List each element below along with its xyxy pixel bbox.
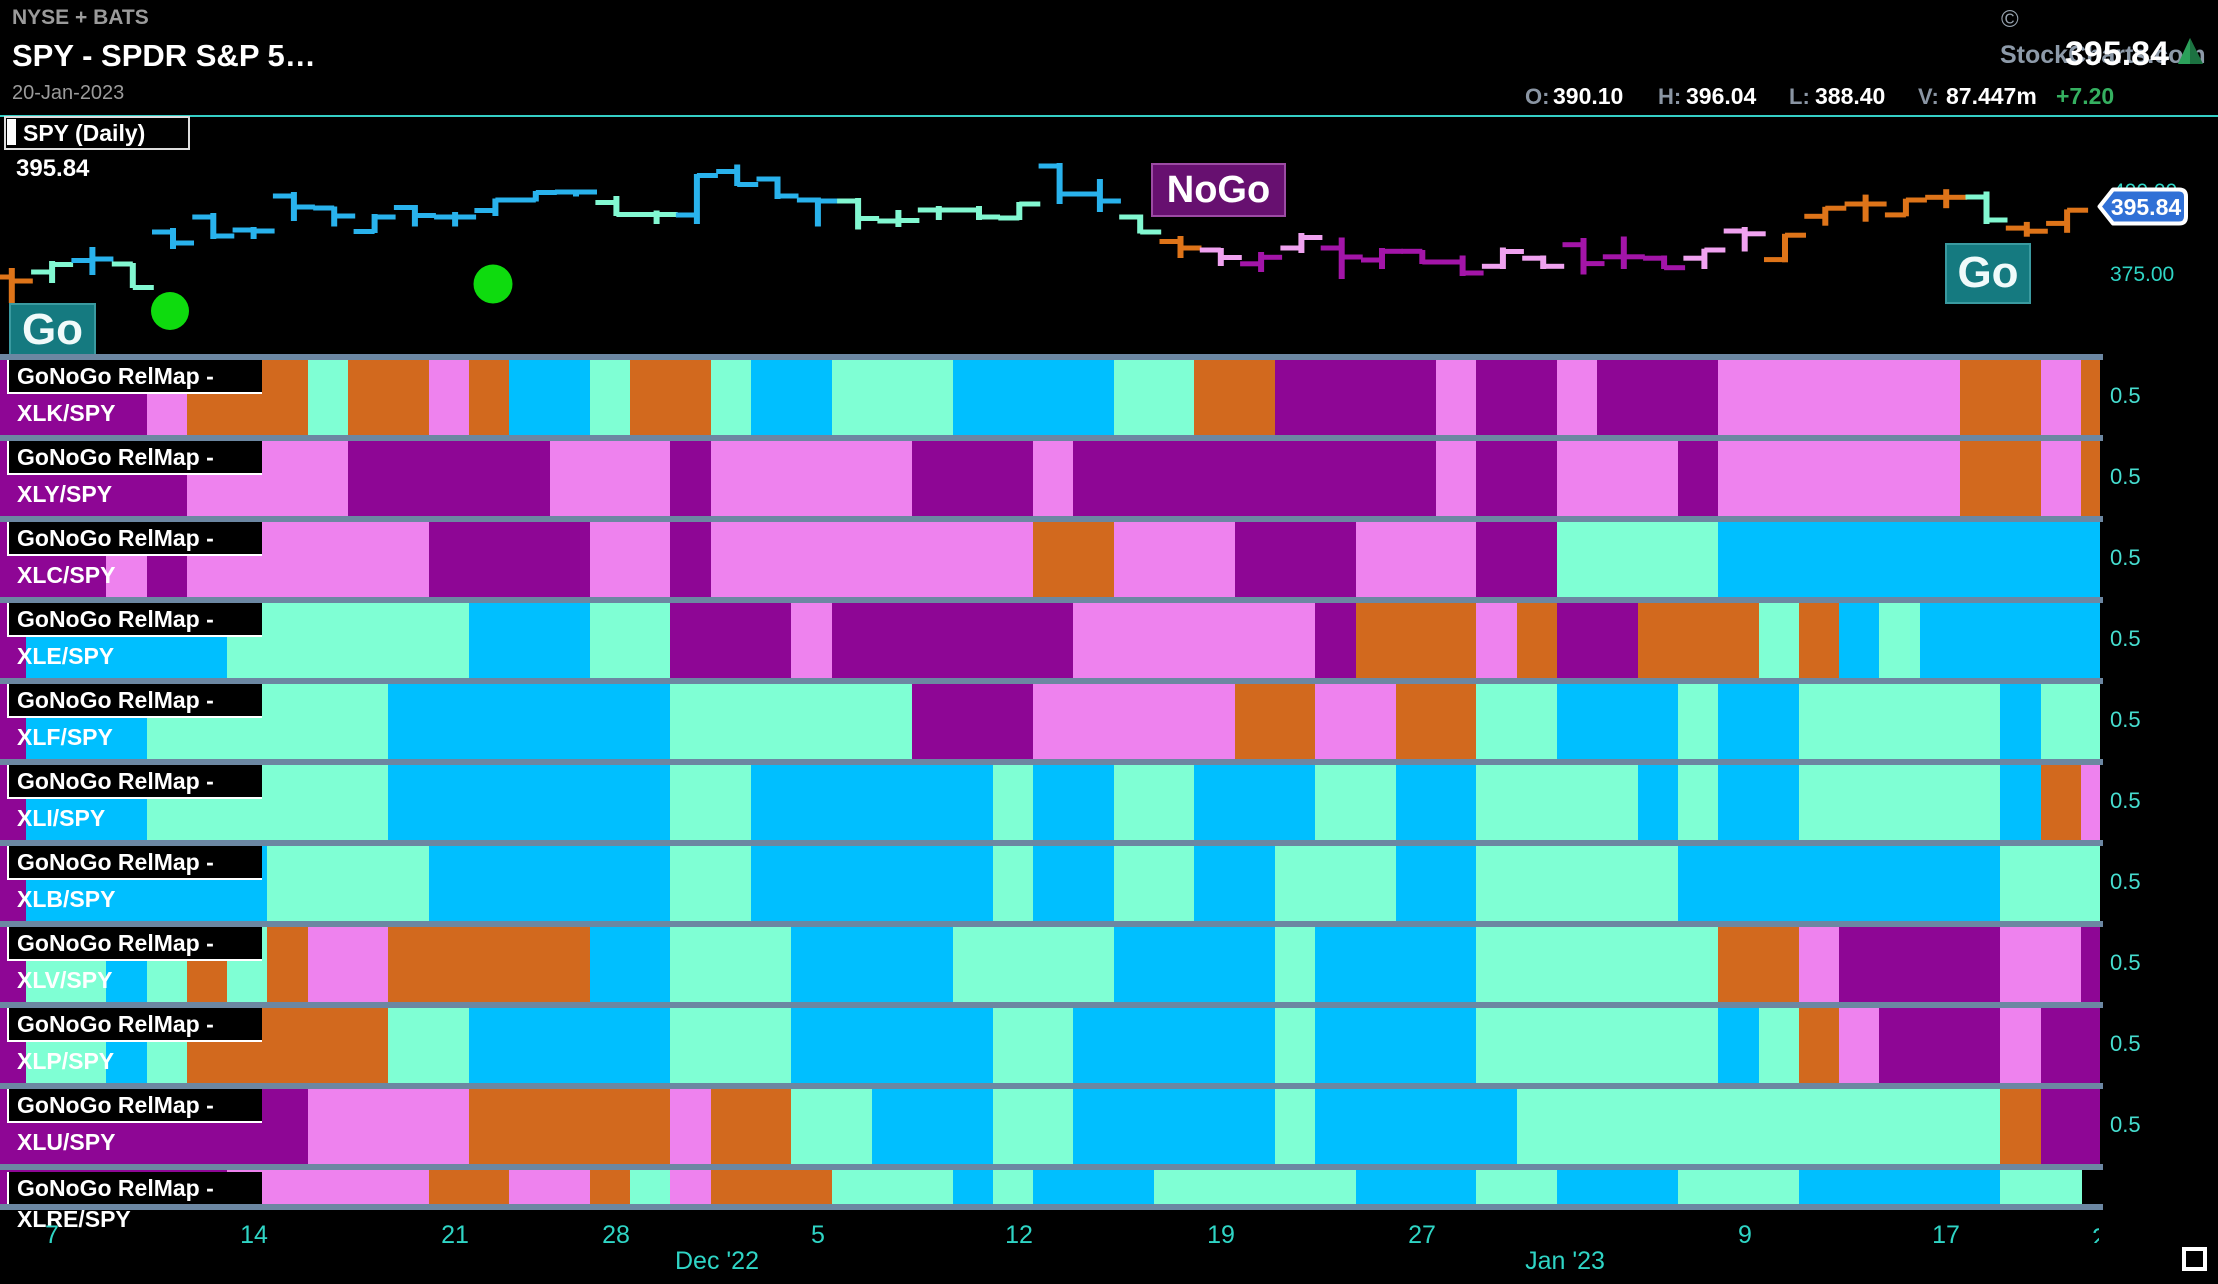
svg-text:395.84: 395.84 xyxy=(2111,194,2182,220)
